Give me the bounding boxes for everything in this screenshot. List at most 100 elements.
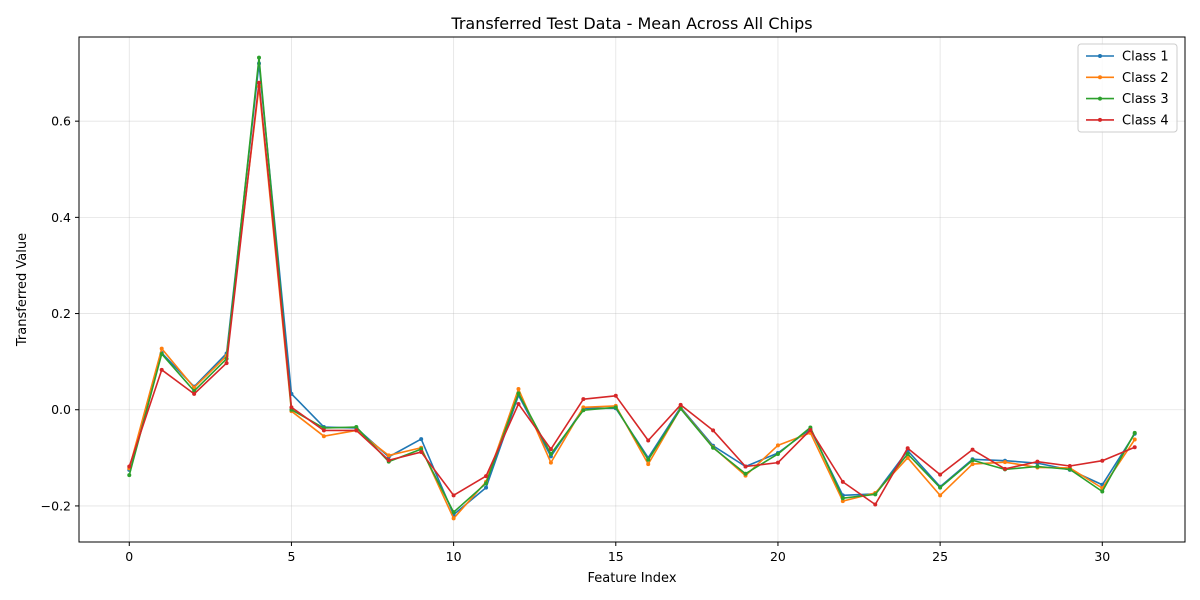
- data-point: [321, 428, 326, 433]
- data-point: [1132, 430, 1137, 435]
- data-point: [484, 474, 489, 479]
- data-point: [1035, 464, 1040, 469]
- data-point: [257, 80, 262, 85]
- y-tick-label: 0.0: [51, 402, 71, 417]
- data-point: [1100, 489, 1105, 494]
- data-point: [938, 493, 943, 498]
- data-point: [159, 351, 164, 356]
- data-point: [159, 367, 164, 372]
- data-point: [743, 471, 748, 476]
- data-point: [905, 446, 910, 451]
- data-point: [743, 464, 748, 469]
- data-point: [970, 447, 975, 452]
- y-tick-label: 0.6: [51, 114, 71, 129]
- data-point: [451, 493, 456, 498]
- data-point: [548, 451, 553, 456]
- x-tick-label: 30: [1094, 549, 1110, 564]
- legend-marker: [1098, 75, 1102, 80]
- legend-label: Class 3: [1122, 92, 1169, 107]
- data-point: [516, 391, 521, 396]
- x-tick-label: 25: [932, 549, 948, 564]
- legend-item: Class 4: [1086, 113, 1169, 128]
- data-point: [938, 472, 943, 477]
- data-point: [548, 447, 553, 452]
- data-point: [451, 510, 456, 515]
- x-tick-label: 15: [608, 549, 624, 564]
- legend-label: Class 1: [1122, 50, 1169, 65]
- data-point: [419, 447, 424, 452]
- legend-marker: [1098, 96, 1102, 101]
- data-point: [581, 397, 586, 402]
- data-point: [873, 492, 878, 497]
- data-point: [1132, 445, 1137, 450]
- series-layer: [127, 55, 1137, 521]
- data-point: [484, 481, 489, 486]
- series-line: [128, 56, 1136, 513]
- x-tick-label: 5: [287, 549, 295, 564]
- x-axis: 0 5 10 15 20 25 30: [125, 542, 1110, 564]
- x-tick-label: 10: [446, 549, 462, 564]
- data-point: [1067, 464, 1072, 469]
- data-point: [354, 428, 359, 433]
- x-tick-label: 0: [125, 549, 133, 564]
- data-point: [127, 464, 132, 469]
- y-tick-label: 0.4: [51, 210, 71, 225]
- data-point: [386, 458, 391, 463]
- y-tick-label: −0.2: [41, 498, 71, 513]
- data-point: [646, 438, 651, 443]
- legend-marker: [1098, 117, 1102, 122]
- data-point: [938, 485, 943, 490]
- legend-item: Class 2: [1086, 71, 1169, 86]
- legend-item: Class 1: [1086, 50, 1169, 65]
- data-point: [386, 453, 391, 458]
- data-point: [321, 434, 326, 439]
- data-point: [192, 391, 197, 396]
- data-point: [159, 346, 164, 351]
- data-point: [840, 496, 845, 501]
- x-axis-label: Feature Index: [587, 571, 676, 586]
- data-point: [419, 437, 424, 442]
- data-point: [613, 405, 618, 410]
- data-point: [775, 451, 780, 456]
- x-tick-label: 20: [770, 549, 786, 564]
- data-point: [1035, 459, 1040, 464]
- data-point: [1002, 460, 1007, 465]
- legend-item: Class 3: [1086, 92, 1169, 107]
- legend-box: [1077, 43, 1178, 133]
- data-point: [646, 462, 651, 467]
- data-point: [646, 457, 651, 462]
- data-point: [354, 425, 359, 430]
- data-point: [419, 450, 424, 455]
- data-point: [775, 443, 780, 448]
- data-point: [257, 55, 262, 60]
- data-point: [840, 479, 845, 484]
- data-point: [808, 427, 813, 432]
- data-point: [775, 460, 780, 465]
- data-point: [711, 445, 716, 450]
- data-point: [548, 460, 553, 465]
- data-point: [613, 393, 618, 398]
- data-point: [905, 455, 910, 460]
- y-tick-label: 0.2: [51, 306, 71, 321]
- data-point: [127, 473, 132, 478]
- data-point: [1002, 466, 1007, 471]
- data-point: [516, 387, 521, 392]
- legend-label: Class 2: [1122, 71, 1169, 86]
- data-point: [1067, 467, 1072, 472]
- data-point: [711, 428, 716, 433]
- series-4: [127, 80, 1137, 507]
- plot-frame: [78, 36, 1186, 543]
- data-point: [873, 502, 878, 507]
- data-point: [1132, 437, 1137, 442]
- series-line: [128, 81, 1136, 506]
- data-point: [1100, 458, 1105, 463]
- data-point: [289, 405, 294, 410]
- data-point: [970, 462, 975, 467]
- data-point: [581, 408, 586, 413]
- data-point: [905, 451, 910, 456]
- series-3: [127, 55, 1137, 515]
- data-point: [678, 406, 683, 411]
- data-point: [516, 401, 521, 406]
